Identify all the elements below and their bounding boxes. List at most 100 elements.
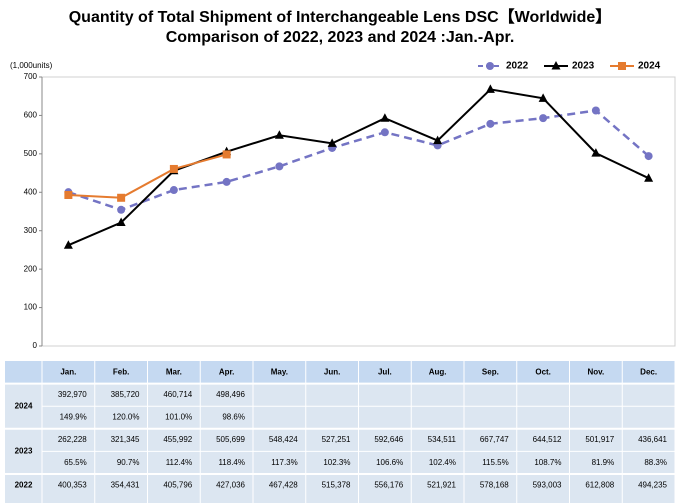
- table-cell: 118.4%: [218, 458, 245, 467]
- table-cell: 321,345: [111, 435, 140, 444]
- table-cell: 501,917: [585, 435, 614, 444]
- legend-label: 2022: [506, 61, 529, 72]
- table-cell: 527,251: [322, 435, 351, 444]
- table-cell: 505,699: [216, 435, 245, 444]
- table-cell: 102.3%: [323, 458, 350, 467]
- column-header: Nov.: [588, 367, 605, 376]
- table-cell: 108.7%: [534, 458, 561, 467]
- y-tick-label: 300: [24, 226, 38, 235]
- y-tick-label: 500: [24, 149, 38, 158]
- data-point: [538, 93, 548, 102]
- y-tick-label: 400: [24, 187, 38, 196]
- column-header: Oct.: [535, 367, 551, 376]
- table-cell: 400,353: [58, 480, 87, 489]
- table-cell: 88.3%: [644, 458, 667, 467]
- column-header: Feb.: [113, 367, 129, 376]
- table-cell: 436,641: [638, 435, 667, 444]
- table-cell: 592,646: [374, 435, 403, 444]
- table-cell: 534,511: [428, 435, 457, 444]
- data-point: [644, 152, 653, 161]
- y-tick-label: 0: [33, 341, 38, 350]
- column-header: Mar.: [166, 367, 182, 376]
- column-header: Jan.: [60, 367, 76, 376]
- table-cell: 612,808: [585, 480, 614, 489]
- plot-frame: [41, 76, 676, 347]
- table-cell: 102.4%: [429, 458, 456, 467]
- data-point: [380, 113, 390, 122]
- table-cell: 556,176: [374, 480, 403, 489]
- y-tick-label: 100: [24, 303, 38, 312]
- data-point: [169, 186, 178, 195]
- group-label: 2024: [15, 401, 33, 410]
- table-cell: 593,003: [533, 480, 562, 489]
- column-header: Aug.: [429, 367, 447, 376]
- chart-subtitle: Comparison of 2022, 2023 and 2024 :Jan.-…: [166, 29, 515, 46]
- group-label: 2023: [15, 447, 33, 456]
- data-point: [539, 114, 548, 123]
- table-cell: 515,378: [322, 480, 351, 489]
- table-cell: 521,921: [427, 480, 456, 489]
- series-line: [68, 153, 227, 199]
- table-cell: 117.3%: [271, 458, 298, 467]
- legend-label: 2023: [572, 61, 595, 72]
- table-cell: 405,796: [163, 480, 192, 489]
- column-header: Jul.: [378, 367, 392, 376]
- table-cell: 65.5%: [64, 458, 87, 467]
- table-header-bg: [5, 361, 675, 384]
- table-cell: 392,970: [58, 390, 87, 399]
- y-tick-label: 700: [24, 72, 38, 81]
- table-cell: 149.9%: [60, 413, 87, 422]
- data-point: [222, 150, 231, 159]
- data-point: [64, 190, 73, 199]
- table-cell: 354,431: [111, 480, 140, 489]
- column-header: May.: [271, 367, 288, 376]
- table-cell: 385,720: [111, 390, 140, 399]
- table-cell: 644,512: [533, 435, 562, 444]
- column-header: Dec.: [640, 367, 657, 376]
- table-cell: 90.7%: [117, 458, 140, 467]
- y-axis-label: (1,000units): [10, 61, 53, 70]
- legend-marker: [486, 62, 494, 70]
- group-label: 2022: [15, 480, 33, 489]
- table-cell: 106.6%: [376, 458, 403, 467]
- data-point: [485, 84, 495, 93]
- series-line: [67, 88, 650, 247]
- table-cell: 427,036: [216, 480, 245, 489]
- data-point: [327, 138, 337, 147]
- table-cell: 455,992: [163, 435, 192, 444]
- table-cell: 578,168: [480, 480, 509, 489]
- data-point: [644, 173, 654, 182]
- table-cell: 494,235: [638, 480, 667, 489]
- table-cell: 467,428: [269, 480, 298, 489]
- data-point: [486, 119, 495, 128]
- data-point: [222, 177, 231, 186]
- data-point: [380, 128, 389, 137]
- data-point: [433, 135, 443, 145]
- data-point: [63, 240, 73, 249]
- column-header: Jun.: [324, 367, 340, 376]
- y-tick-label: 200: [24, 264, 38, 273]
- table-cell: 262,228: [58, 435, 87, 444]
- table-cell: 498,496: [216, 390, 245, 399]
- data-point: [116, 217, 126, 227]
- series-line: [67, 109, 650, 212]
- data-point: [274, 130, 284, 139]
- table-cell: 81.9%: [592, 458, 615, 467]
- legend-label: 2024: [638, 61, 661, 72]
- data-point: [591, 148, 601, 157]
- table-cell: 115.5%: [482, 458, 509, 467]
- data-point: [275, 162, 284, 171]
- table-cell: 667,747: [480, 435, 509, 444]
- table-cell: 120.0%: [112, 413, 139, 422]
- table-cell: 101.0%: [165, 413, 192, 422]
- column-header: Sep.: [482, 367, 499, 376]
- table-cell: 112.4%: [166, 458, 193, 467]
- legend-marker: [618, 62, 626, 70]
- column-header: Apr.: [219, 367, 235, 376]
- data-point: [117, 205, 126, 214]
- data-point: [117, 193, 126, 202]
- table-cell: 98.6%: [222, 413, 245, 422]
- data-point: [169, 164, 178, 173]
- chart-title: Quantity of Total Shipment of Interchang…: [69, 8, 612, 26]
